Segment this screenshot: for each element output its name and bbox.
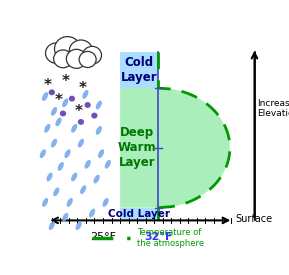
Ellipse shape: [82, 90, 88, 99]
Polygon shape: [120, 208, 158, 220]
Text: Increasing
Elevation: Increasing Elevation: [257, 99, 289, 119]
Ellipse shape: [58, 162, 64, 171]
Ellipse shape: [51, 107, 57, 116]
Polygon shape: [120, 52, 158, 88]
Circle shape: [79, 51, 96, 68]
Ellipse shape: [42, 198, 48, 207]
Circle shape: [66, 49, 86, 68]
Ellipse shape: [67, 198, 73, 207]
Text: 32°F: 32°F: [144, 232, 173, 242]
Ellipse shape: [47, 172, 53, 182]
Ellipse shape: [98, 149, 104, 158]
Ellipse shape: [96, 101, 102, 109]
Ellipse shape: [44, 124, 50, 133]
Ellipse shape: [94, 175, 100, 183]
Circle shape: [91, 113, 97, 119]
Text: *: *: [55, 93, 62, 108]
Ellipse shape: [51, 139, 57, 148]
Text: *: *: [61, 74, 69, 89]
Ellipse shape: [78, 139, 84, 148]
Ellipse shape: [42, 92, 48, 101]
Ellipse shape: [85, 160, 91, 169]
Text: 25°F: 25°F: [90, 232, 116, 242]
Circle shape: [46, 43, 67, 63]
Circle shape: [55, 37, 80, 61]
Text: Cold Layer: Cold Layer: [108, 209, 170, 219]
Circle shape: [69, 40, 92, 62]
Text: Deep
Warm
Layer: Deep Warm Layer: [118, 126, 156, 169]
Ellipse shape: [62, 98, 68, 107]
Ellipse shape: [62, 213, 68, 222]
Text: Surface: Surface: [236, 214, 273, 224]
Ellipse shape: [53, 187, 59, 196]
Ellipse shape: [96, 126, 102, 135]
Ellipse shape: [49, 221, 55, 230]
Circle shape: [53, 50, 73, 68]
Circle shape: [69, 96, 75, 101]
Text: Temperature of
the atmosphere: Temperature of the atmosphere: [137, 228, 204, 248]
Ellipse shape: [80, 185, 86, 194]
Text: *: *: [79, 81, 87, 95]
Text: *: *: [43, 78, 51, 94]
Ellipse shape: [76, 221, 82, 230]
Ellipse shape: [89, 208, 95, 218]
Circle shape: [84, 102, 91, 108]
Circle shape: [60, 111, 66, 116]
Ellipse shape: [71, 124, 77, 133]
Ellipse shape: [64, 149, 71, 158]
Polygon shape: [120, 88, 230, 208]
Ellipse shape: [71, 172, 77, 182]
Text: Cold
Layer: Cold Layer: [121, 56, 158, 84]
Ellipse shape: [40, 149, 46, 158]
Circle shape: [49, 89, 55, 95]
Text: *: *: [75, 104, 83, 119]
Ellipse shape: [55, 117, 62, 126]
Circle shape: [78, 119, 84, 125]
Ellipse shape: [105, 160, 111, 169]
Ellipse shape: [103, 198, 109, 207]
Circle shape: [83, 46, 101, 64]
